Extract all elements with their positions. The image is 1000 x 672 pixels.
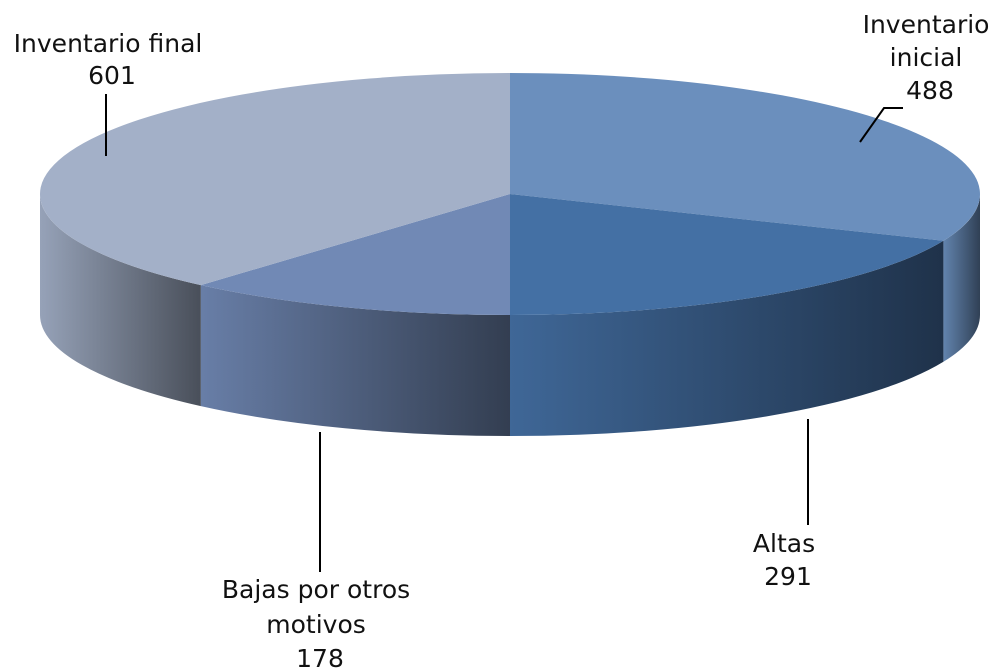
- label-bajas-por-otros-motivos: Bajas por otros motivos 178: [222, 575, 418, 672]
- value-altas: 291: [764, 562, 812, 591]
- label-inventario-final: Inventario final 601: [14, 29, 211, 90]
- pie-slice-bajas-por-otros-motivos: [200, 194, 510, 315]
- pie-slice-inventario-inicial: [510, 73, 981, 241]
- value-inventario-final: 601: [88, 61, 136, 90]
- leader-lines: [105, 94, 903, 572]
- pie-side-inventario-inicial: [943, 194, 980, 362]
- leader-inventario-inicial: [859, 107, 903, 143]
- label-altas: Altas 291: [753, 529, 823, 591]
- pie-sides: [40, 194, 980, 436]
- pie-slice-altas: [510, 194, 944, 315]
- pie-side-inventario-final: [40, 194, 201, 407]
- pie-side-bajas-por-otros-motivos: [200, 285, 510, 436]
- value-inventario-inicial: 488: [906, 76, 954, 105]
- value-bajas-por-otros-motivos: 178: [296, 644, 344, 672]
- pie-slice-inventario-final: [40, 73, 510, 286]
- pie-slices: [40, 73, 981, 315]
- label-inventario-inicial: Inventario inicial 488: [863, 10, 998, 105]
- pie-side-altas: [510, 240, 944, 436]
